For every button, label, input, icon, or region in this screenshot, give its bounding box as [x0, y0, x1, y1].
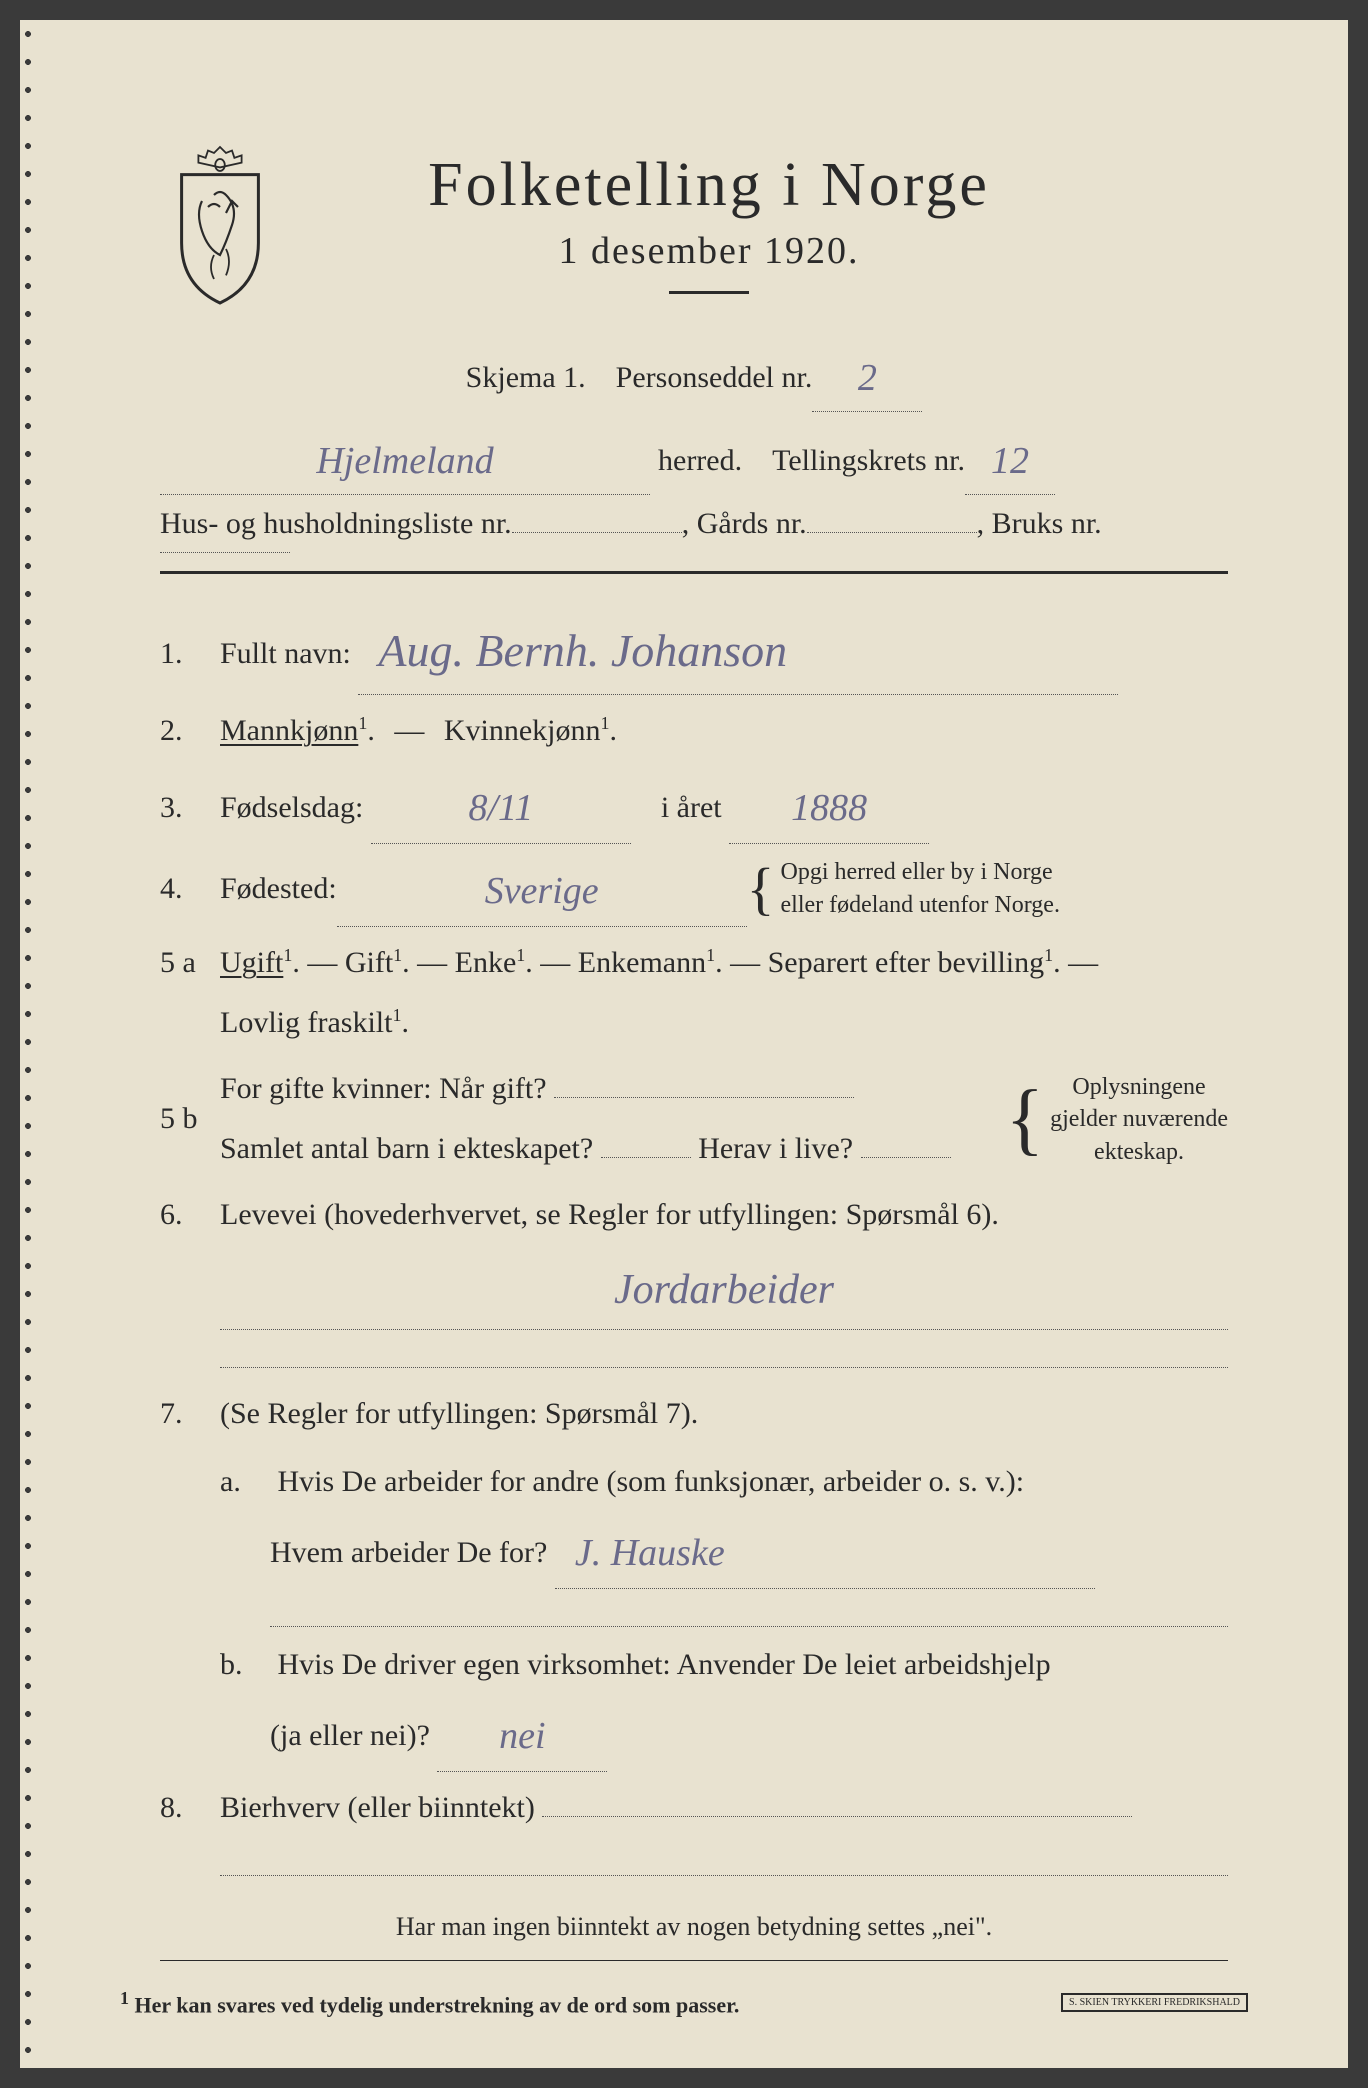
q3-num: 3. — [160, 778, 220, 838]
personseddel-nr: 2 — [812, 339, 922, 412]
q5b-line2b: Herav i live? — [698, 1132, 853, 1165]
q2-num: 2. — [160, 701, 220, 761]
herred-line: Hjelmeland herred. Tellingskrets nr. 12 — [160, 422, 1228, 495]
q3-day: 8/11 — [371, 767, 631, 844]
q6-line2 — [220, 1336, 1228, 1368]
header: Folketelling i Norge 1 desember 1920. — [160, 150, 1228, 319]
q5b-note: { Oplysningene gjelder nuværende ekteska… — [1006, 1067, 1228, 1171]
q3-year-label: i året — [661, 791, 722, 824]
q7: 7. (Se Regler for utfyllingen: Spørsmål … — [160, 1384, 1228, 1772]
personseddel-label: Personseddel nr. — [616, 349, 813, 406]
hus-nr — [512, 532, 682, 533]
title-block: Folketelling i Norge 1 desember 1920. — [310, 150, 1228, 319]
q2-kvinne: Kvinnekjønn — [444, 714, 601, 747]
q7b-line1: Hvis De driver egen virksomhet: Anvender… — [278, 1648, 1051, 1681]
bruks-label: , Bruks nr. — [977, 495, 1102, 552]
skjema-line: Skjema 1. Personseddel nr. 2 — [160, 339, 1228, 412]
bottom-note: Har man ingen biinntekt av nogen betydni… — [160, 1912, 1228, 1942]
q5a-fraskilt: Lovlig fraskilt — [220, 1006, 392, 1039]
tellingskrets-nr: 12 — [965, 422, 1055, 495]
q6-num: 6. — [160, 1185, 220, 1245]
q4-note: { Opgi herred eller by i Norge eller fød… — [747, 851, 1060, 926]
coat-of-arms-icon — [160, 140, 280, 310]
subtitle: 1 desember 1920. — [310, 229, 1108, 273]
q4: 4. Fødested: Sverige { Opgi herred eller… — [160, 850, 1228, 927]
q7b-letter: b. — [220, 1635, 270, 1695]
q1-value: Aug. Bernh. Johanson — [358, 602, 1118, 695]
q3-label: Fødselsdag: — [220, 791, 363, 824]
q8-label: Bierhverv (eller biinntekt) — [220, 1791, 535, 1824]
perforation-edge — [20, 20, 40, 2068]
q7a-letter: a. — [220, 1452, 270, 1512]
q5b-barn — [601, 1157, 691, 1158]
footer: 1 Her kan svares ved tydelig understrekn… — [120, 1988, 1248, 2018]
main-title: Folketelling i Norge — [310, 150, 1108, 221]
q5a: 5 a Ugift1. — Gift1. — Enke1. — Enkemann… — [160, 933, 1228, 1053]
bruks-nr — [160, 552, 290, 553]
q4-value: Sverige — [337, 850, 747, 927]
q4-num: 4. — [160, 859, 220, 919]
q7a-value: J. Hauske — [555, 1512, 1095, 1589]
q8-line2 — [220, 1844, 1228, 1876]
q2: 2. Mannkjønn1. — Kvinnekjønn1. — [160, 701, 1228, 761]
q4-label: Fødested: — [220, 859, 337, 919]
tellingskrets-label: Tellingskrets nr. — [772, 432, 965, 489]
q5b-line1: For gifte kvinner: Når gift? — [220, 1072, 547, 1105]
herred-label: herred. — [658, 432, 742, 489]
q5b-num: 5 b — [160, 1089, 220, 1149]
hus-label: Hus- og husholdningsliste nr. — [160, 495, 512, 552]
q1-label: Fullt navn: — [220, 637, 351, 670]
q7-label: (Se Regler for utfyllingen: Spørsmål 7). — [220, 1397, 698, 1430]
q5a-ugift: Ugift — [220, 946, 283, 979]
divider-2 — [160, 1960, 1228, 1961]
q6-value: Jordarbeider — [220, 1245, 1228, 1330]
q2-mann: Mannkjønn — [220, 714, 358, 747]
q7-num: 7. — [160, 1384, 220, 1444]
census-form-page: Folketelling i Norge 1 desember 1920. Sk… — [20, 20, 1348, 2068]
q7a-extra-line — [270, 1595, 1228, 1627]
skjema-label: Skjema 1. — [466, 349, 586, 406]
q1: 1. Fullt navn: Aug. Bernh. Johanson — [160, 602, 1228, 695]
q5a-enkemann: Enkemann — [578, 946, 706, 979]
q5b-line2a: Samlet antal barn i ekteskapet? — [220, 1132, 593, 1165]
q7a-line1: Hvis De arbeider for andre (som funksjon… — [278, 1465, 1025, 1498]
q8: 8. Bierhverv (eller biinntekt) — [160, 1778, 1228, 1882]
q5b: 5 b For gifte kvinner: Når gift? Samlet … — [160, 1059, 1228, 1179]
q5a-gift: Gift — [345, 946, 393, 979]
q5b-gift-year — [554, 1097, 854, 1098]
q7b-value: nei — [437, 1695, 607, 1772]
gards-label: , Gårds nr. — [682, 495, 807, 552]
q5a-enke: Enke — [455, 946, 517, 979]
q7a-line2: Hvem arbeider De for? — [270, 1536, 547, 1569]
divider-1 — [160, 571, 1228, 574]
printer-stamp: S. SKIEN TRYKKERI FREDRIKSHALD — [1061, 1993, 1248, 2012]
title-rule — [669, 291, 749, 294]
q8-value — [542, 1816, 1132, 1817]
hus-line: Hus- og husholdningsliste nr. , Gårds nr… — [160, 495, 1228, 553]
herred-value: Hjelmeland — [160, 422, 650, 495]
q3: 3. Fødselsdag: 8/11 i året 1888 — [160, 767, 1228, 844]
q3-year: 1888 — [729, 767, 929, 844]
q5a-separert: Separert efter bevilling — [768, 946, 1045, 979]
q5a-num: 5 a — [160, 933, 220, 993]
q6: 6. Levevei (hovederhvervet, se Regler fo… — [160, 1185, 1228, 1374]
gards-nr — [807, 532, 977, 533]
q1-num: 1. — [160, 624, 220, 684]
footnote: 1 Her kan svares ved tydelig understrekn… — [120, 1988, 739, 2018]
q6-label: Levevei (hovederhvervet, se Regler for u… — [220, 1198, 999, 1231]
q5b-ilive — [861, 1157, 951, 1158]
q7b-line2: (ja eller nei)? — [270, 1719, 430, 1752]
q8-num: 8. — [160, 1778, 220, 1838]
